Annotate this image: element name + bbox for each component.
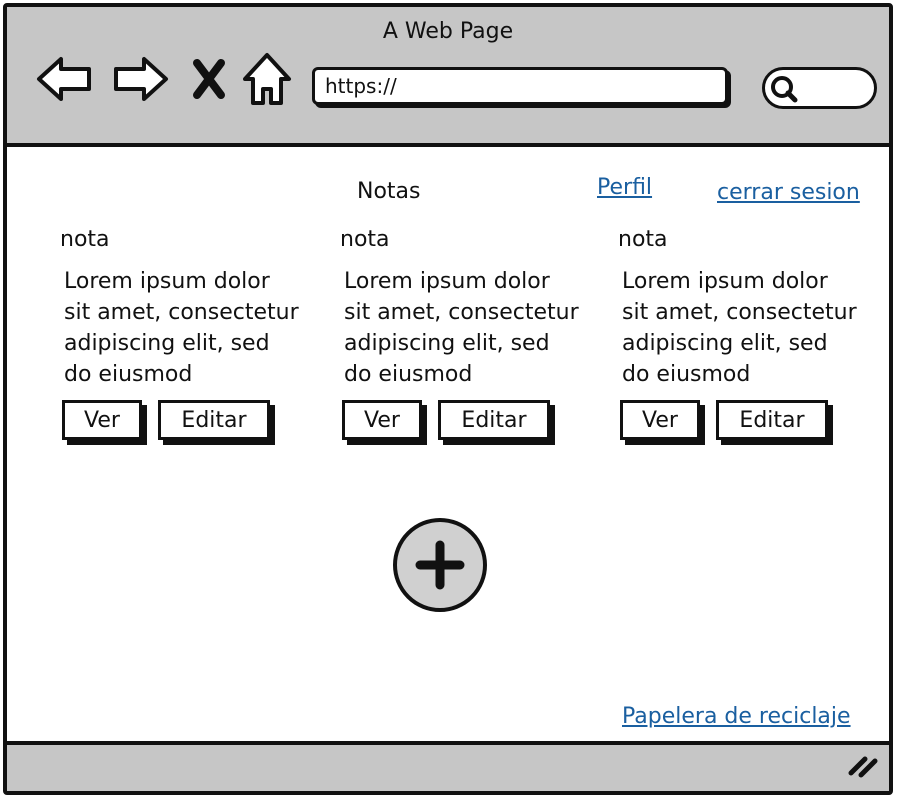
note-card: nota Lorem ipsum dolor sit amet, consect… (60, 227, 300, 440)
profile-link[interactable]: Perfil (597, 175, 653, 200)
note-card: nota Lorem ipsum dolor sit amet, consect… (618, 227, 858, 440)
browser-window: A Web Page https:// (3, 3, 893, 795)
note-actions: Ver Editar (340, 400, 580, 440)
close-x-icon[interactable] (189, 57, 229, 101)
search-input[interactable] (762, 67, 877, 109)
logout-link[interactable]: cerrar sesion (717, 180, 860, 205)
home-icon[interactable] (241, 51, 293, 107)
note-title: nota (340, 227, 390, 252)
note-title: nota (60, 227, 110, 252)
note-body: Lorem ipsum dolor sit amet, consectetur … (344, 269, 579, 387)
window-title: A Web Page (382, 19, 514, 44)
edit-button[interactable]: Editar (158, 400, 270, 440)
note-actions: Ver Editar (60, 400, 300, 440)
page-title: Notas (357, 179, 421, 204)
resize-grip-icon[interactable] (847, 751, 881, 783)
edit-button[interactable]: Editar (716, 400, 828, 440)
plus-icon (415, 540, 465, 590)
view-button[interactable]: Ver (620, 400, 700, 440)
note-title: nota (618, 227, 668, 252)
view-button[interactable]: Ver (62, 400, 142, 440)
browser-toolbar: A Web Page https:// (7, 7, 889, 147)
note-actions: Ver Editar (618, 400, 858, 440)
note-body: Lorem ipsum dolor sit amet, consectetur … (64, 269, 299, 387)
note-body: Lorem ipsum dolor sit amet, consectetur … (622, 269, 857, 387)
add-note-button[interactable] (393, 518, 487, 612)
search-icon (769, 74, 801, 108)
url-input[interactable]: https:// (312, 67, 728, 105)
forward-arrow-icon[interactable] (110, 53, 170, 105)
note-card: nota Lorem ipsum dolor sit amet, consect… (340, 227, 580, 440)
trash-link[interactable]: Papelera de reciclaje (622, 704, 851, 729)
back-arrow-icon[interactable] (35, 53, 95, 105)
status-bar (7, 741, 889, 791)
edit-button[interactable]: Editar (438, 400, 550, 440)
view-button[interactable]: Ver (342, 400, 422, 440)
